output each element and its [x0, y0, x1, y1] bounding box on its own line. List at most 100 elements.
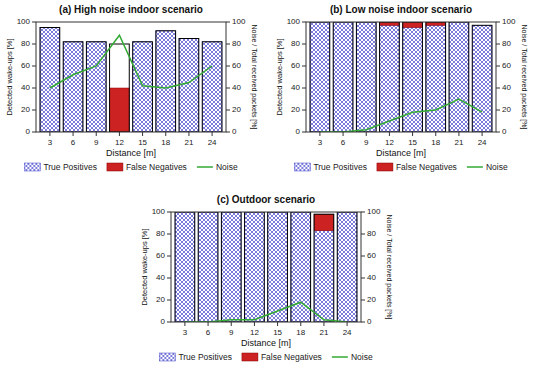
- x-tick-label: 21: [319, 328, 328, 337]
- x-tick-label: 24: [343, 328, 352, 337]
- y-tick: [302, 66, 306, 67]
- y2-tick-label: 20: [232, 105, 241, 114]
- y2-tick-label: 100: [367, 207, 381, 216]
- legend-swatch: [377, 163, 393, 171]
- chart-panel: 0204060801000204060801003691215182124(c)…: [140, 194, 393, 362]
- legend-label: True Positives: [178, 352, 232, 362]
- total-outline: [245, 212, 265, 322]
- y2-tick-label: 60: [367, 251, 376, 260]
- legend-label: False Negatives: [261, 352, 322, 362]
- y2-tick: [226, 66, 230, 67]
- total-outline: [314, 214, 334, 322]
- y2-tick: [361, 322, 365, 323]
- x-tick: [300, 322, 301, 326]
- x-tick-label: 24: [208, 138, 217, 147]
- y-tick: [302, 88, 306, 89]
- marks: [175, 212, 357, 322]
- legend-swatch: [107, 163, 123, 171]
- x-tick-label: 9: [94, 138, 99, 147]
- bar-segment: [403, 28, 423, 133]
- x-tick-label: 12: [385, 138, 394, 147]
- legend-swatch: [467, 166, 483, 168]
- x-tick: [184, 322, 185, 326]
- y-tick-label: 60: [156, 251, 165, 260]
- total-outline: [179, 39, 199, 133]
- bar-segment: [314, 214, 334, 231]
- legend-swatch: [159, 353, 175, 361]
- marks: [40, 28, 222, 133]
- total-outline: [333, 22, 353, 132]
- y2-tick: [496, 22, 500, 23]
- y2-tick: [496, 88, 500, 89]
- y2-tick-label: 0: [502, 127, 507, 136]
- total-outline: [63, 42, 83, 132]
- x-tick: [73, 132, 74, 136]
- bar-segment: [110, 88, 130, 132]
- y2-tick: [496, 110, 500, 111]
- y2-tick-label: 40: [502, 83, 511, 92]
- bar-segment: [337, 212, 357, 322]
- bar-segment: [403, 22, 423, 28]
- x-tick-label: 3: [48, 138, 53, 147]
- bar-segment: [175, 212, 195, 322]
- legend-label: Noise: [216, 162, 238, 172]
- legend-label: Noise: [351, 352, 373, 362]
- y2-tick-label: 0: [367, 317, 372, 326]
- y-tick: [32, 110, 36, 111]
- y-tick-label: 0: [161, 317, 166, 326]
- y-tick-label: 60: [291, 61, 300, 70]
- y-tick: [32, 66, 36, 67]
- y2-tick: [361, 300, 365, 301]
- noise-line: [50, 35, 212, 88]
- x-tick: [212, 132, 213, 136]
- bar-segment: [268, 212, 288, 322]
- bar-segment: [40, 28, 60, 133]
- total-outline: [198, 212, 218, 322]
- bar-segment: [426, 25, 446, 132]
- y-tick-label: 100: [287, 17, 301, 26]
- y2-tick-label: 0: [232, 127, 237, 136]
- y-tick-label: 20: [291, 105, 300, 114]
- total-outline: [110, 44, 130, 132]
- y2-tick: [226, 88, 230, 89]
- bar-segment: [221, 212, 241, 322]
- x-tick: [482, 132, 483, 136]
- y2-tick-label: 20: [367, 295, 376, 304]
- y2-tick: [361, 256, 365, 257]
- x-tick-label: 15: [408, 138, 417, 147]
- chart-figure: 0204060801000204060801003691215182124(a)…: [0, 0, 540, 380]
- y-tick-label: 0: [296, 127, 301, 136]
- x-tick-label: 12: [115, 138, 124, 147]
- y-tick: [167, 256, 171, 257]
- y2-tick-label: 60: [232, 61, 241, 70]
- legend: True Positives False Negatives Noise: [159, 352, 373, 362]
- x-tick: [254, 322, 255, 326]
- bar-segment: [449, 22, 469, 132]
- bar-segment: [86, 42, 106, 132]
- legend-swatch: [242, 353, 258, 361]
- plot-frame: [36, 22, 226, 132]
- marks: [310, 22, 492, 132]
- bar-segment: [198, 212, 218, 322]
- y2-tick-label: 100: [502, 17, 516, 26]
- y-tick-label: 100: [17, 17, 31, 26]
- y2-tick: [361, 234, 365, 235]
- y2-axis-label: Noise / Total received packets [%]: [385, 215, 393, 320]
- y-tick: [167, 300, 171, 301]
- legend-label: True Positives: [43, 162, 97, 172]
- x-tick: [208, 322, 209, 326]
- x-tick-label: 18: [431, 138, 440, 147]
- y-tick: [302, 44, 306, 45]
- y-tick: [32, 22, 36, 23]
- y-tick-label: 40: [291, 83, 300, 92]
- legend-swatch: [197, 166, 213, 168]
- chart-title: (a) High noise indoor scenario: [59, 4, 203, 15]
- y2-axis-label: Noise / Total received packets [%]: [250, 25, 258, 130]
- y-axis-label: Detected wake-ups [%]: [140, 228, 149, 305]
- bar-segment: [472, 25, 492, 132]
- y2-tick: [226, 132, 230, 133]
- x-tick-label: 18: [296, 328, 305, 337]
- bar-segment: [156, 31, 176, 132]
- x-tick-label: 15: [273, 328, 282, 337]
- x-axis-label: Distance [m]: [241, 338, 291, 348]
